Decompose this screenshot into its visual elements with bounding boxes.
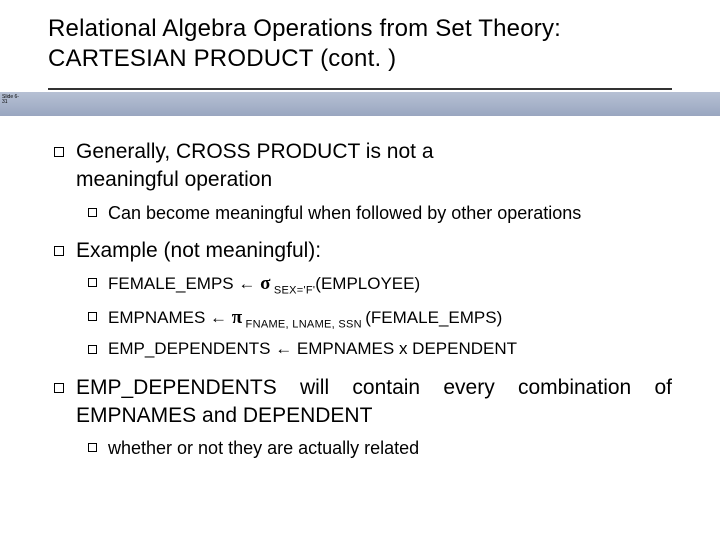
bullet-1-sub-pre: Can bbox=[108, 203, 141, 223]
slide-number-label: Slide 6- 31 bbox=[2, 95, 19, 105]
bullet-3: EMP_DEPENDENTS will contain every combin… bbox=[54, 374, 672, 431]
f1-sub: SEX='F' bbox=[270, 285, 315, 297]
slide-number-2: 31 bbox=[2, 99, 8, 105]
formula-2: EMPNAMES ← π FNAME, LNAME, SSN (FEMALE_E… bbox=[88, 305, 672, 332]
formula-3-text: EMP_DEPENDENTS ← EMPNAMES x DEPENDENT bbox=[108, 338, 672, 361]
bullet-3-text: EMP_DEPENDENTS will contain every combin… bbox=[76, 374, 672, 431]
square-bullet-icon bbox=[88, 271, 108, 295]
bullet-2-text: Example (not meaningful): bbox=[76, 237, 672, 265]
square-bullet-icon bbox=[54, 374, 76, 402]
pi-symbol: π bbox=[227, 307, 242, 328]
title-area: Relational Algebra Operations from Set T… bbox=[0, 0, 720, 84]
title-line-2: CARTESIAN PRODUCT (cont. ) bbox=[48, 44, 700, 74]
bullet-3-sub: whether or not they are actually related bbox=[88, 436, 672, 460]
f3-b: EMPNAMES x DEPENDENT bbox=[292, 339, 517, 358]
f2-a: EMPNAMES bbox=[108, 308, 210, 327]
slide: Relational Algebra Operations from Set T… bbox=[0, 0, 720, 540]
title-rule bbox=[48, 88, 672, 90]
f1-a: FEMALE_EMPS bbox=[108, 274, 238, 293]
sigma-symbol: σ bbox=[255, 273, 270, 294]
left-arrow-icon: ← bbox=[275, 339, 292, 358]
square-bullet-icon bbox=[88, 201, 108, 225]
square-bullet-icon bbox=[54, 237, 76, 265]
formula-3: EMP_DEPENDENTS ← EMPNAMES x DEPENDENT bbox=[88, 338, 672, 362]
formula-1: FEMALE_EMPS ← σ SEX='F'(EMPLOYEE) bbox=[88, 271, 672, 298]
bullet-1-line2: meaningful operation bbox=[76, 168, 272, 191]
bullet-1-text: Generally, CROSS PRODUCT is not a meanin… bbox=[76, 138, 672, 195]
square-bullet-icon bbox=[88, 436, 108, 460]
bullet-1-sub-text: Can become meaningful when followed by o… bbox=[108, 201, 672, 225]
formula-2-text: EMPNAMES ← π FNAME, LNAME, SSN (FEMALE_E… bbox=[108, 305, 672, 332]
title-line-1: Relational Algebra Operations from Set T… bbox=[48, 14, 700, 44]
square-bullet-icon bbox=[54, 138, 76, 166]
content-area: Generally, CROSS PRODUCT is not a meanin… bbox=[0, 116, 720, 461]
bullet-1-sub: Can become meaningful when followed by o… bbox=[88, 201, 672, 225]
slide-number-band: Slide 6- 31 bbox=[0, 92, 720, 116]
bullet-1: Generally, CROSS PRODUCT is not a meanin… bbox=[54, 138, 672, 195]
f2-b: (FEMALE_EMPS) bbox=[365, 308, 502, 327]
left-arrow-icon: ← bbox=[210, 308, 227, 327]
formula-1-text: FEMALE_EMPS ← σ SEX='F'(EMPLOYEE) bbox=[108, 271, 672, 298]
f1-b: (EMPLOYEE) bbox=[315, 274, 420, 293]
bullet-1-sub-rest: become meaningful when followed by other… bbox=[141, 203, 581, 223]
bullet-2: Example (not meaningful): bbox=[54, 237, 672, 265]
bullet-1-line1: Generally, CROSS PRODUCT is not a bbox=[76, 140, 434, 163]
square-bullet-icon bbox=[88, 338, 108, 362]
square-bullet-icon bbox=[88, 305, 108, 329]
left-arrow-icon: ← bbox=[238, 274, 255, 293]
f2-sub: FNAME, LNAME, SSN bbox=[242, 318, 365, 330]
bullet-3-sub-text: whether or not they are actually related bbox=[108, 436, 672, 460]
f3-a: EMP_DEPENDENTS bbox=[108, 339, 275, 358]
